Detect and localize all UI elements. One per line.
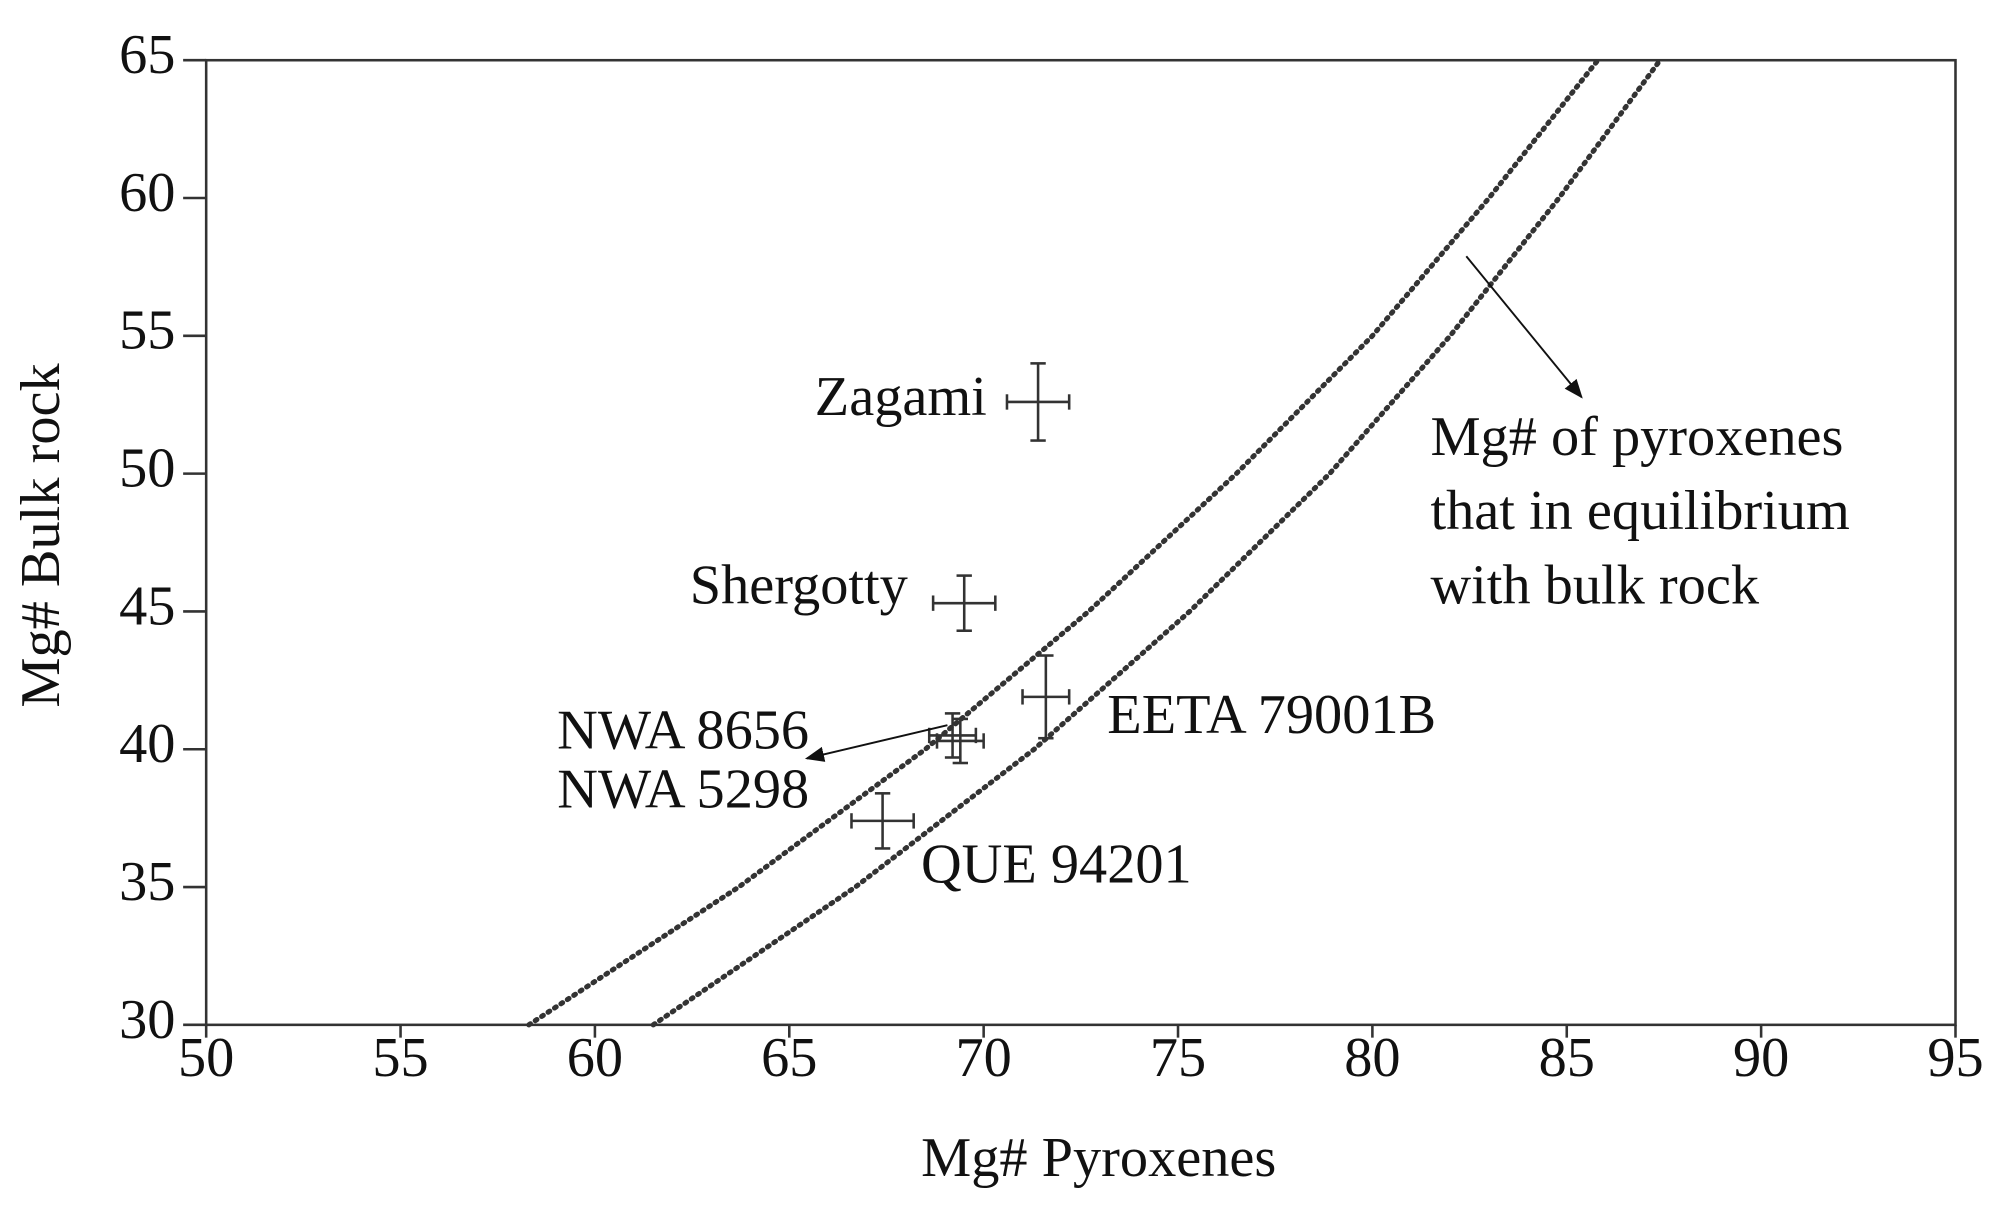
y-tick-label: 50 <box>119 438 175 500</box>
equilibrium-curve <box>526 57 1601 1028</box>
x-tick-label: 85 <box>1539 1027 1595 1089</box>
annotation: Mg# of pyroxenes <box>1430 406 1843 468</box>
y-tick-label: 65 <box>119 24 175 86</box>
y-axis-label: Mg# Bulk rock <box>10 362 72 707</box>
point-label: NWA 5298 <box>557 759 809 821</box>
annotation: that in equilibrium <box>1430 480 1849 542</box>
label-arrow <box>804 724 948 762</box>
point-label: Zagami <box>815 366 987 428</box>
equilibrium-curve <box>650 57 1663 1028</box>
y-tick-label: 35 <box>119 851 175 913</box>
x-tick-label: 70 <box>955 1027 1011 1089</box>
y-tick-label: 30 <box>119 989 175 1051</box>
x-tick-label: 90 <box>1733 1027 1789 1089</box>
y-tick-label: 40 <box>119 713 175 775</box>
point-label: NWA 8656 <box>557 699 809 761</box>
x-axis-label: Mg# Pyroxenes <box>921 1127 1276 1189</box>
annotation: with bulk rock <box>1430 554 1759 616</box>
x-tick-label: 80 <box>1344 1027 1400 1089</box>
x-tick-label: 75 <box>1150 1027 1206 1089</box>
point-label: EETA 79001B <box>1107 684 1436 746</box>
point-label: Shergotty <box>690 554 908 616</box>
y-tick-label: 55 <box>119 300 175 362</box>
x-tick-label: 95 <box>1927 1027 1983 1089</box>
x-tick-label: 65 <box>761 1027 817 1089</box>
x-tick-label: 55 <box>372 1027 428 1089</box>
annotation-arrow <box>1465 255 1583 399</box>
plot-frame <box>204 58 1957 1027</box>
x-tick-label: 50 <box>178 1027 234 1089</box>
y-tick-label: 45 <box>119 575 175 637</box>
x-tick-label: 60 <box>567 1027 623 1089</box>
y-tick-label: 60 <box>119 162 175 224</box>
point-label: QUE 94201 <box>921 834 1192 896</box>
